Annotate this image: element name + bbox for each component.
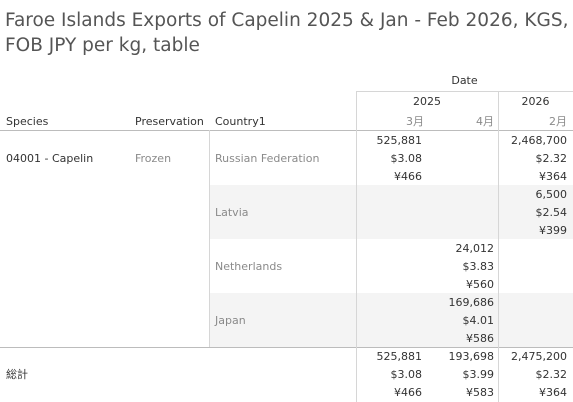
month-2025-03-header[interactable]: 3月 (406, 115, 424, 128)
preservation-cell: Frozen (135, 152, 172, 165)
value-cell: ¥560 (466, 278, 494, 291)
total-value-cell: ¥466 (394, 386, 422, 399)
year-2026-header[interactable]: 2026 (521, 95, 550, 108)
month-2025-04-header[interactable]: 4月 (476, 115, 494, 128)
row-band-latvia (209, 185, 573, 239)
month-2026-02-header[interactable]: 2月 (549, 115, 567, 128)
header-divider (356, 91, 573, 92)
value-cell: 24,012 (455, 242, 495, 255)
total-value-cell: ¥364 (539, 386, 567, 399)
column-divider-date (356, 91, 357, 402)
country-cell-latvia: Latvia (215, 206, 249, 219)
species-cell: 04001 - Capelin (6, 152, 94, 165)
country-cell-japan: Japan (215, 314, 246, 327)
value-cell: $2.32 (535, 152, 568, 165)
total-value-cell: $3.08 (390, 368, 423, 381)
country-header[interactable]: Country1 (215, 115, 266, 128)
value-cell: ¥364 (539, 170, 567, 183)
total-value-cell: 193,698 (448, 350, 495, 363)
header-bottom-line (0, 130, 573, 131)
row-band-japan (209, 293, 573, 347)
value-cell: $2.54 (535, 206, 568, 219)
value-cell: 169,686 (448, 296, 495, 309)
total-value-cell: $3.99 (462, 368, 495, 381)
value-cell: $3.08 (390, 152, 423, 165)
column-divider-country (209, 130, 210, 347)
value-cell: ¥399 (539, 224, 567, 237)
grand-total-label: 総計 (6, 368, 28, 381)
total-value-cell: $2.32 (535, 368, 568, 381)
total-value-cell: 525,881 (376, 350, 423, 363)
value-cell: $4.01 (462, 314, 495, 327)
value-cell: 525,881 (376, 134, 423, 147)
value-cell: 2,468,700 (511, 134, 567, 147)
value-cell: ¥586 (466, 332, 494, 345)
total-value-cell: ¥583 (466, 386, 494, 399)
year-2025-header[interactable]: 2025 (413, 95, 441, 108)
value-cell: $3.83 (462, 260, 495, 273)
country-cell-netherlands: Netherlands (215, 260, 283, 273)
country-cell-russian-federation: Russian Federation (215, 152, 320, 165)
preservation-header[interactable]: Preservation (135, 115, 204, 128)
value-cell: ¥466 (394, 170, 422, 183)
date-header[interactable]: Date (451, 74, 478, 87)
page-title: Faroe Islands Exports of Capelin 2025 & … (5, 10, 569, 56)
total-top-line (0, 347, 573, 348)
value-cell: 6,500 (535, 188, 568, 201)
species-header[interactable]: Species (6, 115, 49, 128)
total-value-cell: 2,475,200 (511, 350, 567, 363)
column-divider-2026 (498, 91, 499, 402)
